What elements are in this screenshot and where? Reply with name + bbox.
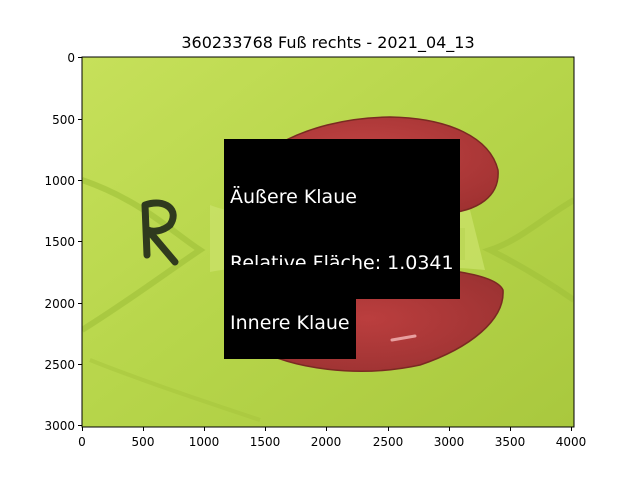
x-tick-label: 4000 <box>556 435 587 449</box>
x-tick-label: 1000 <box>189 435 220 449</box>
annotation-outer-title: Äußere Klaue <box>230 186 357 208</box>
annotation-inner-claw: Innere Klaue <box>224 265 356 359</box>
x-tick-label: 2500 <box>373 435 404 449</box>
x-tick-label: 2000 <box>311 435 342 449</box>
y-tick-label: 3000 <box>44 419 75 433</box>
y-tick-label: 2000 <box>44 297 75 311</box>
x-tick-label: 500 <box>132 435 155 449</box>
x-tick-label: 1500 <box>250 435 281 449</box>
y-axis: 0 500 1000 1500 2000 2500 3000 <box>44 51 82 433</box>
x-tick-label: 3000 <box>434 435 465 449</box>
annotation-inner-title: Innere Klaue <box>230 312 350 334</box>
y-tick-label: 0 <box>67 51 75 65</box>
y-tick-label: 1500 <box>44 235 75 249</box>
x-tick-label: 0 <box>78 435 86 449</box>
y-tick-label: 2500 <box>44 358 75 372</box>
x-axis: 0 500 1000 1500 2000 2500 3000 3500 4000 <box>78 427 586 449</box>
plot-title: 360233768 Fuß rechts - 2021_04_13 <box>181 33 475 52</box>
x-tick-label: 3500 <box>495 435 526 449</box>
y-tick-label: 1000 <box>44 174 75 188</box>
y-tick-label: 500 <box>52 113 75 127</box>
